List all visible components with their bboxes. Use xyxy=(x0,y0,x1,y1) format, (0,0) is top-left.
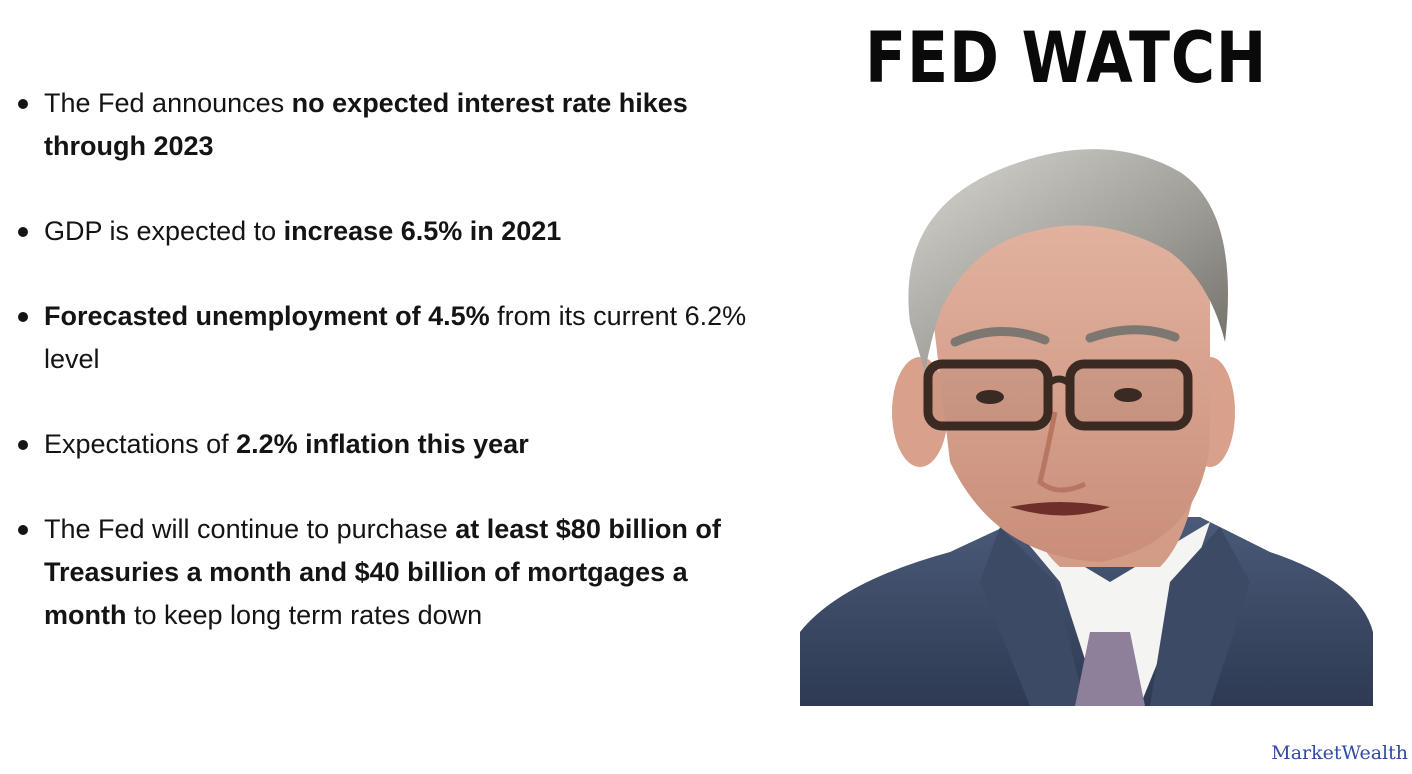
tie-shape xyxy=(1075,632,1145,706)
bullet-text-normal: from its current 6.2% level xyxy=(44,301,747,374)
bullet-text-normal: Expectations of xyxy=(44,429,237,459)
left-eyebrow xyxy=(950,327,1050,347)
bullet-item-asset-purchases: The Fed will continue to purchase at lea… xyxy=(14,508,774,637)
bullet-dot xyxy=(18,312,28,322)
left-eye xyxy=(976,390,1004,404)
left-lapel xyxy=(980,527,1085,706)
shirt-shape xyxy=(1010,522,1210,706)
bullet-item-inflation: Expectations of 2.2% inflation this year xyxy=(14,423,774,466)
nose-shape xyxy=(1037,411,1087,493)
bullet-item-unemployment: Forecasted unemployment of 4.5% from its… xyxy=(14,295,774,381)
portrait-photo xyxy=(800,112,1373,706)
glasses-bridge xyxy=(1045,375,1073,387)
bullet-item-gdp: GDP is expected to increase 6.5% in 2021 xyxy=(14,210,774,253)
bullet-dot xyxy=(18,227,28,237)
right-eyebrow xyxy=(1085,325,1180,343)
mouth-shape xyxy=(1010,502,1110,516)
bullet-text-normal: to keep long term rates down xyxy=(126,600,483,630)
left-ear xyxy=(892,357,948,467)
bullet-dot xyxy=(18,440,28,450)
bullet-text-bold: Forecasted unemployment of 4.5% xyxy=(44,301,490,331)
page-title: FED WATCH xyxy=(865,17,1268,99)
bullet-text-normal: The Fed will continue to purchase xyxy=(44,514,456,544)
bullet-text-bold: no expected interest rate hikes through … xyxy=(44,88,688,161)
portrait-illustration xyxy=(800,149,1373,706)
bullet-text-bold: 2.2% inflation this year xyxy=(236,429,529,459)
bullet-dot xyxy=(18,525,28,535)
bullet-text-bold: increase 6.5% in 2021 xyxy=(283,216,562,246)
hair-shape xyxy=(908,149,1228,372)
bullet-text-normal: The Fed announces xyxy=(44,88,292,118)
right-lapel xyxy=(1150,527,1250,706)
bullet-dot xyxy=(18,99,28,109)
brand-logo: MarketWealth xyxy=(1271,742,1408,764)
bullet-list: The Fed announces no expected interest r… xyxy=(14,82,774,679)
bullet-text-bold: at least $80 billion of Treasuries a mon… xyxy=(44,514,721,630)
right-eye xyxy=(1114,388,1142,402)
bullet-text-normal: GDP is expected to xyxy=(44,216,284,246)
bullet-item-rate-hikes: The Fed announces no expected interest r… xyxy=(14,82,774,168)
